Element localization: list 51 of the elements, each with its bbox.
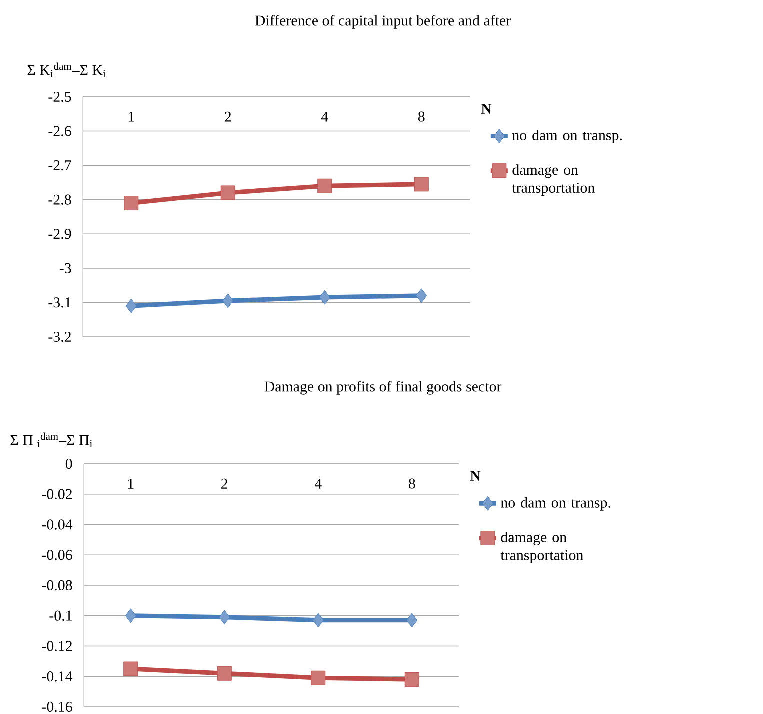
point xyxy=(416,288,428,304)
x-tick-label: 8 xyxy=(408,478,416,489)
y-tick-label: -2.8 xyxy=(48,194,72,205)
x-axis-title: N xyxy=(481,104,492,114)
y-tick-label: -0.06 xyxy=(42,550,72,560)
x-tick-label: 2 xyxy=(222,478,228,489)
y-tick-label: 0 xyxy=(66,458,72,470)
y-tick-label: -0.02 xyxy=(42,489,72,500)
x-tick-label: 1 xyxy=(128,112,134,122)
point xyxy=(220,186,236,200)
y-tick-label: -0.12 xyxy=(42,641,72,652)
x-tick-label: 8 xyxy=(418,112,425,122)
point xyxy=(404,672,420,687)
point xyxy=(125,608,136,624)
point xyxy=(126,298,137,314)
y-tick-label: -0.1 xyxy=(50,610,72,621)
legend-label: no dam on transp. xyxy=(512,130,622,144)
point xyxy=(219,610,230,625)
chart-title: Damage on profits of final goods sector xyxy=(264,381,502,395)
x-tick-label: 4 xyxy=(314,478,322,489)
y-tick-label: -0.04 xyxy=(42,520,73,530)
y-axis-title: Σ K$_{i}$$^{dam}$–Σ K$_{i}$ xyxy=(28,62,106,78)
y-tick-label: -3 xyxy=(60,263,72,274)
legend-label: damage on transportation xyxy=(500,532,584,564)
x-tick-label: 4 xyxy=(321,112,328,122)
legend-label: damage on transportation xyxy=(512,164,595,196)
y-tick-label: -0.16 xyxy=(42,702,72,712)
y-tick-label: -2.6 xyxy=(48,126,72,136)
y-tick-label: -2.9 xyxy=(48,229,72,240)
x-tick-label: 1 xyxy=(128,478,134,489)
point xyxy=(319,290,330,305)
y-tick-label: -3.2 xyxy=(48,332,71,342)
point xyxy=(406,613,418,628)
point xyxy=(318,178,332,194)
x-axis-title: N xyxy=(470,471,481,481)
y-tick-label: -0.14 xyxy=(42,672,73,682)
point xyxy=(222,294,234,308)
y-tick-label: -2.7 xyxy=(48,160,72,171)
point xyxy=(311,670,326,686)
point xyxy=(124,662,138,676)
y-axis-title: Σ Π $_{i}$$^{dam}$–Σ Π$_{i}$ xyxy=(10,432,92,448)
point xyxy=(217,666,232,681)
point xyxy=(312,613,324,628)
y-tick-label: -3.1 xyxy=(48,298,71,308)
point xyxy=(414,177,429,192)
legend-label: no dam on transp. xyxy=(501,497,611,511)
y-tick-label: -2.5 xyxy=(48,92,72,102)
point xyxy=(124,196,139,211)
x-tick-label: 2 xyxy=(225,112,232,122)
y-tick-label: -0.08 xyxy=(42,580,72,591)
chart-title: Difference of capital input before and after xyxy=(255,15,511,29)
